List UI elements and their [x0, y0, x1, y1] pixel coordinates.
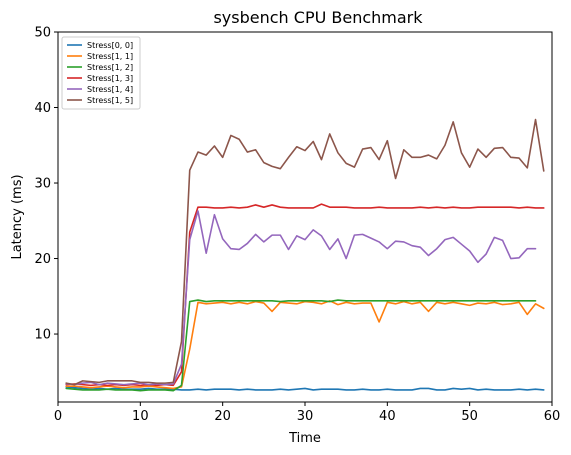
series-line-5: [65, 118, 545, 386]
legend-label-2: Stress[1, 2]: [87, 63, 133, 72]
x-tick-label: 50: [461, 409, 478, 424]
series-line-0: [65, 386, 545, 391]
legend-label-0: Stress[0, 0]: [87, 41, 133, 50]
legend-label-4: Stress[1, 4]: [87, 85, 133, 94]
x-axis: 0 10 20 30 40 50 60: [54, 402, 560, 424]
series-line-2: [65, 299, 537, 392]
y-axis-label: Latency (ms): [10, 174, 25, 259]
y-axis: 10 20 30 40 50: [34, 26, 58, 343]
y-tick-label: 40: [34, 101, 51, 116]
legend-label-1: Stress[1, 1]: [87, 52, 133, 61]
x-tick-label: 10: [132, 409, 149, 424]
x-tick-label: 40: [379, 409, 396, 424]
legend-label-3: Stress[1, 3]: [87, 74, 133, 83]
y-tick-label: 50: [34, 26, 51, 41]
legend-box: [61, 36, 141, 110]
series-line-4: [65, 210, 537, 386]
y-tick-label: 10: [34, 328, 51, 343]
x-tick-label: 20: [214, 409, 231, 424]
chart-title: sysbench CPU Benchmark: [213, 8, 423, 27]
y-tick-label: 30: [34, 177, 51, 192]
x-tick-label: 0: [54, 409, 62, 424]
x-axis-label: Time: [288, 431, 321, 446]
y-tick-label: 20: [34, 252, 51, 267]
legend: Stress[0, 0] Stress[1, 1] Stress[1, 2] Stre…: [61, 36, 141, 110]
legend-label-5: Stress[1, 5]: [87, 96, 133, 105]
series-layer: [65, 118, 545, 392]
x-tick-label: 60: [544, 409, 561, 424]
x-tick-label: 30: [297, 409, 314, 424]
